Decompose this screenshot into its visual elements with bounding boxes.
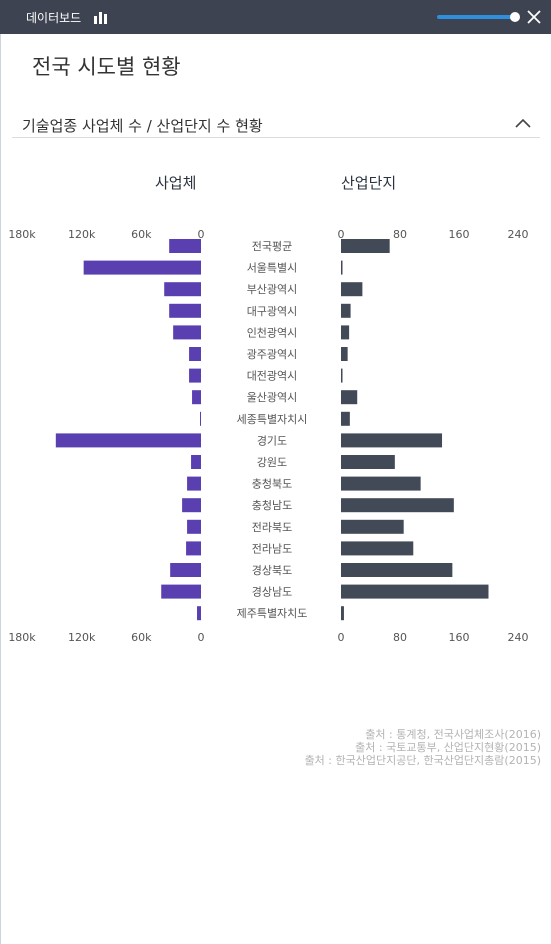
category-label: 대전광역시 (247, 370, 298, 383)
panel-border (0, 34, 1, 944)
category-label: 전국평균 (252, 240, 292, 253)
left-bar (186, 541, 201, 556)
left-bar (182, 498, 201, 513)
right-tick-label: 80 (393, 631, 407, 644)
right-bar (341, 519, 404, 534)
left-bar (170, 563, 201, 577)
app-title: 데이터보드 (26, 11, 82, 25)
left-tick-label: 120k (68, 228, 96, 241)
category-label: 경기도 (257, 434, 287, 447)
right-tick-label: 240 (508, 631, 529, 644)
left-bar (192, 390, 201, 405)
source-notes: 출처 : 통계청, 전국사업체조사(2016) 출처 : 국토교통부, 산업단지… (305, 728, 541, 767)
right-tick-label: 160 (449, 228, 470, 241)
left-bar (189, 347, 201, 361)
left-bar (200, 411, 202, 426)
right-bar (341, 260, 343, 275)
right-tick-label: 240 (508, 228, 529, 241)
right-tick-label: 160 (449, 631, 470, 644)
chevron-up-icon[interactable] (514, 116, 532, 130)
left-chart-title: 사업체 (155, 174, 197, 192)
right-bar (341, 282, 363, 297)
left-tick-label: 180k (8, 228, 36, 241)
right-tick-label: 0 (338, 228, 345, 241)
category-label: 경상남도 (252, 586, 292, 599)
left-bar (55, 433, 201, 448)
left-tick-label: 0 (198, 228, 205, 241)
right-tick-label: 80 (393, 228, 407, 241)
left-tick-label: 120k (68, 631, 96, 644)
category-label: 부산광역시 (247, 283, 298, 296)
right-bar (341, 455, 395, 469)
page-title: 전국 시도별 현황 (32, 55, 181, 79)
left-bar (187, 476, 201, 491)
right-bar (341, 303, 351, 318)
section-divider (12, 137, 540, 138)
right-bar (341, 347, 348, 361)
left-bar (197, 606, 201, 621)
left-bar (191, 455, 201, 469)
left-bar (173, 325, 201, 340)
left-tick-label: 60k (131, 228, 152, 241)
left-tick-label: 0 (198, 631, 205, 644)
category-label: 충청남도 (252, 499, 292, 512)
category-label: 울산광역시 (247, 391, 298, 404)
category-label: 서울특별시 (247, 262, 298, 275)
close-icon[interactable] (526, 9, 542, 25)
right-bar (341, 368, 343, 383)
category-label: 세종특별자치시 (237, 413, 308, 426)
right-bar (341, 433, 443, 448)
category-label: 전라남도 (252, 542, 292, 555)
right-bar (341, 476, 421, 491)
category-label: 경상북도 (252, 564, 292, 577)
left-tick-label: 180k (8, 631, 36, 644)
source-line: 출처 : 통계청, 전국사업체조사(2016) (365, 728, 541, 741)
top-bar: 데이터보드 (0, 0, 551, 34)
source-line: 출처 : 한국산업단지공단, 한국산업단지총람(2015) (304, 754, 541, 767)
bar-chart: 180k 120k 60k 0 0 80 160 240 180k 120k 60k 0 0 80 160 2… (8, 228, 529, 644)
right-chart-title: 산업단지 (341, 174, 397, 192)
right-bar (341, 239, 390, 253)
slider-knob[interactable] (510, 12, 520, 22)
category-label: 전라북도 (252, 521, 292, 534)
category-label: 광주광역시 (247, 348, 298, 361)
right-bar (341, 584, 489, 599)
section-title: 기술업종 사업체 수 / 산업단지 수 현황 (22, 117, 263, 135)
right-bar (341, 541, 414, 556)
left-bar (187, 519, 201, 534)
left-bar (83, 260, 201, 275)
right-bar (341, 390, 358, 405)
left-bar (169, 239, 201, 253)
right-bar (341, 498, 454, 513)
left-bar (189, 368, 201, 383)
zoom-slider[interactable] (437, 12, 521, 22)
right-bar (341, 325, 350, 340)
left-tick-label: 60k (131, 631, 152, 644)
category-label: 강원도 (257, 456, 287, 469)
category-label: 충청북도 (252, 478, 292, 491)
category-label: 제주특별자치도 (237, 607, 308, 620)
right-bar (341, 606, 344, 621)
source-line: 출처 : 국토교통부, 산업단지현황(2015) (355, 741, 541, 754)
slider-track (437, 15, 515, 19)
category-label: 인천광역시 (247, 325, 298, 339)
right-bar (341, 411, 350, 426)
right-tick-label: 0 (338, 631, 345, 644)
bar-chart-icon (94, 12, 107, 24)
right-bar (341, 563, 453, 577)
left-bar (169, 303, 201, 318)
left-bar (164, 282, 201, 297)
category-label: 대구광역시 (247, 305, 298, 318)
left-bar (161, 584, 201, 599)
